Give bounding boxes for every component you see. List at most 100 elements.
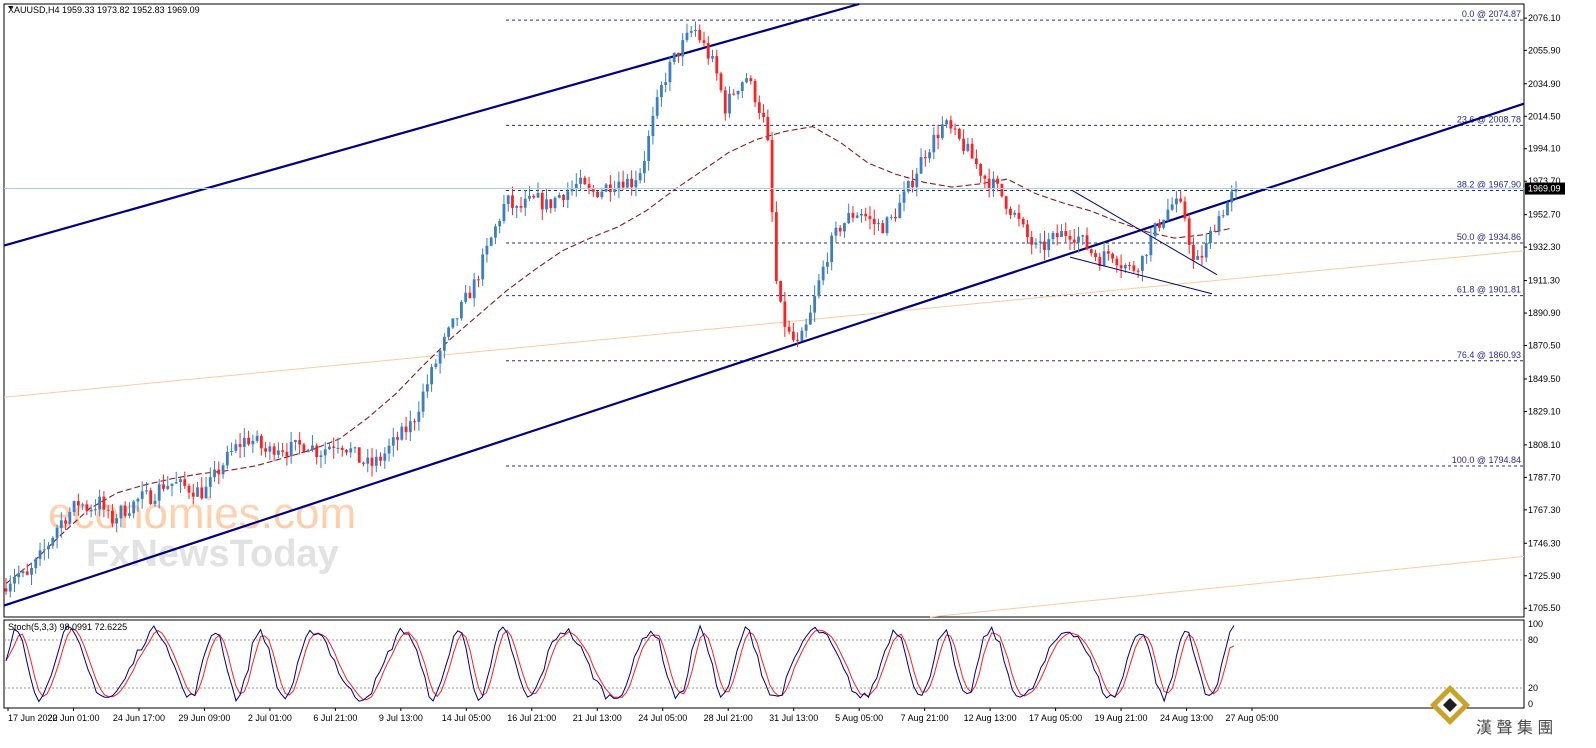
candle-up <box>536 192 540 198</box>
candle-up <box>425 384 429 392</box>
price-tick-label: 1808.10 <box>1528 440 1561 450</box>
time-label: 21 Jul 13:00 <box>573 713 622 723</box>
candle-up <box>8 583 12 592</box>
time-label: 2 Jul 01:00 <box>248 713 292 723</box>
candle-down <box>540 192 544 210</box>
candle-up <box>711 56 714 59</box>
candle-up <box>1038 241 1042 243</box>
candle-down <box>953 128 957 130</box>
candle-down <box>1106 251 1110 254</box>
candle-up <box>617 181 621 190</box>
candle-up <box>1013 212 1017 215</box>
candle-up <box>1047 239 1051 250</box>
candle-up <box>1034 242 1038 245</box>
time-label: 31 Jul 13:00 <box>769 713 818 723</box>
candle-up <box>1230 191 1234 203</box>
candles <box>4 21 1238 598</box>
candle-up <box>655 97 659 116</box>
candle-down <box>1030 237 1034 245</box>
candle-up <box>932 134 936 153</box>
time-label: 24 Jun 17:00 <box>113 713 165 723</box>
candle-down <box>1136 270 1140 272</box>
candle-down <box>949 120 953 129</box>
candle-up <box>374 456 378 466</box>
candle-up <box>1081 235 1085 237</box>
candle-up <box>42 549 46 551</box>
price-tick-label: 1829.10 <box>1528 406 1561 416</box>
candle-down <box>106 509 110 511</box>
candle-down <box>468 292 472 299</box>
price-tick-label: 1994.10 <box>1528 144 1561 154</box>
time-label: 29 Jun 09:00 <box>178 713 230 723</box>
stochastic-lines <box>4 624 1524 703</box>
candle-up <box>153 500 157 504</box>
fib-level-label: 76.4 @ 1860.93 <box>1457 350 1521 360</box>
candle-down <box>979 164 983 176</box>
candle-up <box>459 301 463 319</box>
candle-down <box>796 339 800 341</box>
candle-down <box>783 301 787 327</box>
candle-up <box>30 567 33 575</box>
candle-down <box>1157 223 1161 228</box>
stochastic-main-line <box>5 624 1235 703</box>
candle-down <box>962 138 966 151</box>
candle-up <box>860 213 863 216</box>
trendline-upper-channel <box>3 2 860 247</box>
chart-symbol: XAUUSD,H4 <box>8 5 60 15</box>
candle-up <box>821 266 825 281</box>
candle-up <box>643 160 646 174</box>
candle-down <box>851 213 855 218</box>
candle-down <box>583 177 587 185</box>
collapse-arrow-icon[interactable] <box>8 6 13 9</box>
orange-lines <box>3 250 1525 618</box>
candle-up <box>1162 219 1166 228</box>
candle-up <box>336 447 340 449</box>
candle-up <box>196 487 199 497</box>
candle-up <box>311 445 314 450</box>
candle-down <box>838 227 842 232</box>
company-logo-text: 漢 聲 集 團 <box>1476 719 1553 737</box>
candle-down <box>894 216 897 219</box>
candle-down <box>379 456 382 461</box>
candle-up <box>17 573 21 578</box>
candle-down <box>757 102 761 113</box>
candle-down <box>532 195 536 198</box>
candle-down <box>259 435 263 449</box>
candle-up <box>230 450 233 452</box>
candle-up <box>898 202 902 219</box>
falling-wedge <box>1069 189 1218 295</box>
stochastic-tick-label: 80 <box>1528 635 1538 645</box>
candle-up <box>242 437 246 447</box>
candle-up <box>523 198 527 208</box>
candle-down <box>791 331 795 340</box>
price-tick-label: 1870.50 <box>1528 341 1561 351</box>
candle-up <box>204 486 208 499</box>
candle-down <box>357 447 361 463</box>
candle-down <box>719 73 723 91</box>
candle-up <box>136 498 140 502</box>
candle-down <box>1017 212 1021 219</box>
candle-down <box>281 450 285 452</box>
candle-up <box>225 451 229 466</box>
candle-down <box>1179 198 1183 202</box>
stochastic-axis: 100 80 20 0 <box>1528 619 1543 709</box>
candle-up <box>1226 202 1229 216</box>
candle-up <box>234 444 238 451</box>
time-label: 14 Jul 05:00 <box>442 713 491 723</box>
candle-down <box>770 139 774 213</box>
candle-up <box>817 280 821 297</box>
fib-level-label: 0.0 @ 2074.87 <box>1462 9 1521 19</box>
candle-up <box>915 173 919 188</box>
candle-down <box>302 444 306 453</box>
candle-up <box>1204 242 1208 258</box>
time-label: 17 Aug 05:00 <box>1029 713 1082 723</box>
candle-up <box>294 440 297 443</box>
candle-up <box>1145 255 1149 257</box>
candle-up <box>438 350 442 364</box>
price-tick-label: 2014.50 <box>1528 111 1561 121</box>
price-tick-label: 1890.90 <box>1528 308 1561 318</box>
candle-up <box>1123 265 1127 269</box>
candle-up <box>506 195 510 204</box>
candle-up <box>21 571 25 574</box>
